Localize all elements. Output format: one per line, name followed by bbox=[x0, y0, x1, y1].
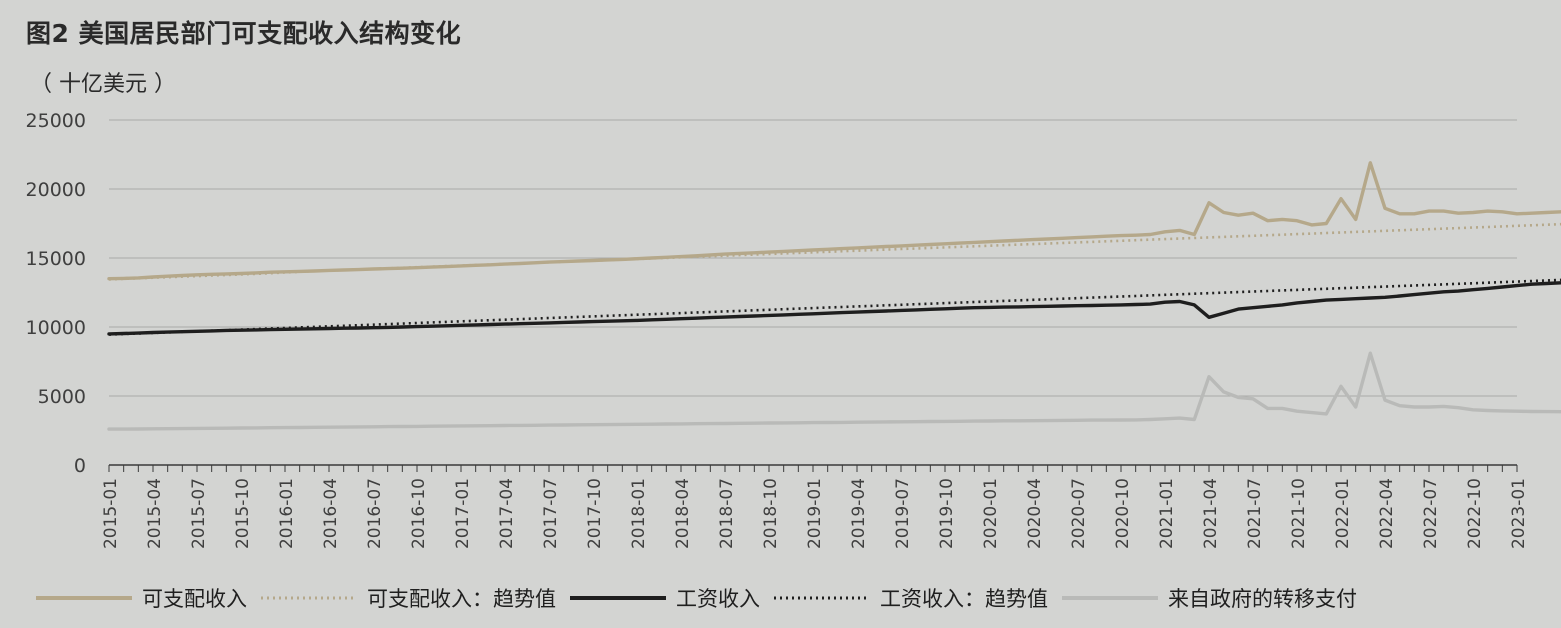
x-tick-label: 2022-10 bbox=[1465, 478, 1485, 549]
x-tick-label: 2016-10 bbox=[409, 478, 429, 549]
series-lines bbox=[107, 161, 1561, 431]
x-tick-label: 2015-10 bbox=[233, 478, 253, 549]
legend-item-disposable-income-trend: 可支配收入：趋势值 bbox=[261, 583, 556, 613]
x-tick-label: 2017-04 bbox=[497, 478, 517, 549]
legend: 可支配收入 可支配收入：趋势值 工资收入 工资收入：趋势值 来自政府的转移支付 bbox=[36, 576, 1371, 620]
x-tick-label: 2020-01 bbox=[981, 478, 1001, 549]
legend-label: 可支配收入 bbox=[142, 587, 247, 611]
x-tick-label: 2016-07 bbox=[365, 478, 385, 549]
legend-item-government-transfers: 来自政府的转移支付 bbox=[1062, 583, 1357, 613]
legend-item-wages: 工资收入 bbox=[570, 583, 760, 613]
x-tick-label: 2015-04 bbox=[145, 478, 165, 549]
y-axis-unit-label: （ 十亿美元 ） bbox=[30, 72, 176, 97]
x-tick-label: 2019-01 bbox=[805, 478, 825, 549]
series-line bbox=[107, 351, 1561, 431]
x-tick-label: 2021-04 bbox=[1201, 478, 1221, 549]
x-tick-label: 2021-01 bbox=[1157, 478, 1177, 549]
series-line bbox=[107, 161, 1561, 281]
x-tick-label: 2016-04 bbox=[321, 478, 341, 549]
y-tick-labels: 0 5000 10000 15000 20000 25000 bbox=[26, 110, 86, 477]
x-tick-label: 2017-10 bbox=[585, 478, 605, 549]
x-tick-label: 2016-01 bbox=[277, 478, 297, 549]
legend-label: 工资收入：趋势值 bbox=[880, 587, 1048, 611]
x-tick-label: 2018-10 bbox=[761, 478, 781, 549]
legend-swatch-solid-grey bbox=[1062, 596, 1158, 600]
legend-swatch-dotted-black bbox=[774, 596, 870, 600]
legend-item-disposable-income: 可支配收入 bbox=[36, 583, 247, 613]
grid-lines bbox=[109, 119, 1517, 397]
x-axis bbox=[108, 464, 1518, 472]
x-tick-label: 2023-01 bbox=[1509, 478, 1529, 549]
x-tick-label: 2015-01 bbox=[101, 478, 121, 549]
legend-label: 工资收入 bbox=[676, 587, 760, 611]
legend-item-wages-trend: 工资收入：趋势值 bbox=[774, 583, 1048, 613]
y-tick-label: 10000 bbox=[26, 317, 86, 339]
x-tick-label: 2021-10 bbox=[1289, 478, 1309, 549]
x-tick-label: 2019-04 bbox=[849, 478, 869, 549]
legend-swatch-dotted-tan bbox=[261, 596, 357, 600]
y-tick-label: 15000 bbox=[26, 248, 86, 270]
chart-title: 图2 美国居民部门可支配收入结构变化 bbox=[26, 19, 462, 48]
x-tick-label: 2018-07 bbox=[717, 478, 737, 549]
y-tick-label: 0 bbox=[74, 455, 86, 477]
x-tick-label: 2018-04 bbox=[673, 478, 693, 549]
x-tick-label: 2020-10 bbox=[1113, 478, 1133, 549]
legend-label: 可支配收入：趋势值 bbox=[367, 587, 556, 611]
x-tick-label: 2022-04 bbox=[1377, 478, 1397, 549]
legend-label: 来自政府的转移支付 bbox=[1168, 587, 1357, 611]
x-tick-labels: 2015-01 2015-04 2015-07 2015-10 2016-01 2016-… bbox=[101, 478, 1529, 549]
x-tick-label: 2018-01 bbox=[629, 478, 649, 549]
x-tick-label: 2020-04 bbox=[1025, 478, 1045, 549]
x-tick-label: 2022-01 bbox=[1333, 478, 1353, 549]
y-tick-label: 25000 bbox=[26, 110, 86, 132]
x-tick-label: 2022-07 bbox=[1421, 478, 1441, 549]
y-tick-label: 20000 bbox=[26, 179, 86, 201]
x-tick-label: 2019-10 bbox=[937, 478, 957, 549]
x-tick-label: 2017-07 bbox=[541, 478, 561, 549]
legend-swatch-solid-tan bbox=[36, 596, 132, 600]
x-tick-label: 2017-01 bbox=[453, 478, 473, 549]
y-tick-label: 5000 bbox=[38, 386, 86, 408]
x-tick-label: 2015-07 bbox=[189, 478, 209, 549]
x-tick-label: 2019-07 bbox=[893, 478, 913, 549]
x-tick-label: 2020-07 bbox=[1069, 478, 1089, 549]
series-line bbox=[107, 281, 1561, 336]
x-tick-label: 2021-07 bbox=[1245, 478, 1265, 549]
legend-swatch-solid-black bbox=[570, 596, 666, 600]
